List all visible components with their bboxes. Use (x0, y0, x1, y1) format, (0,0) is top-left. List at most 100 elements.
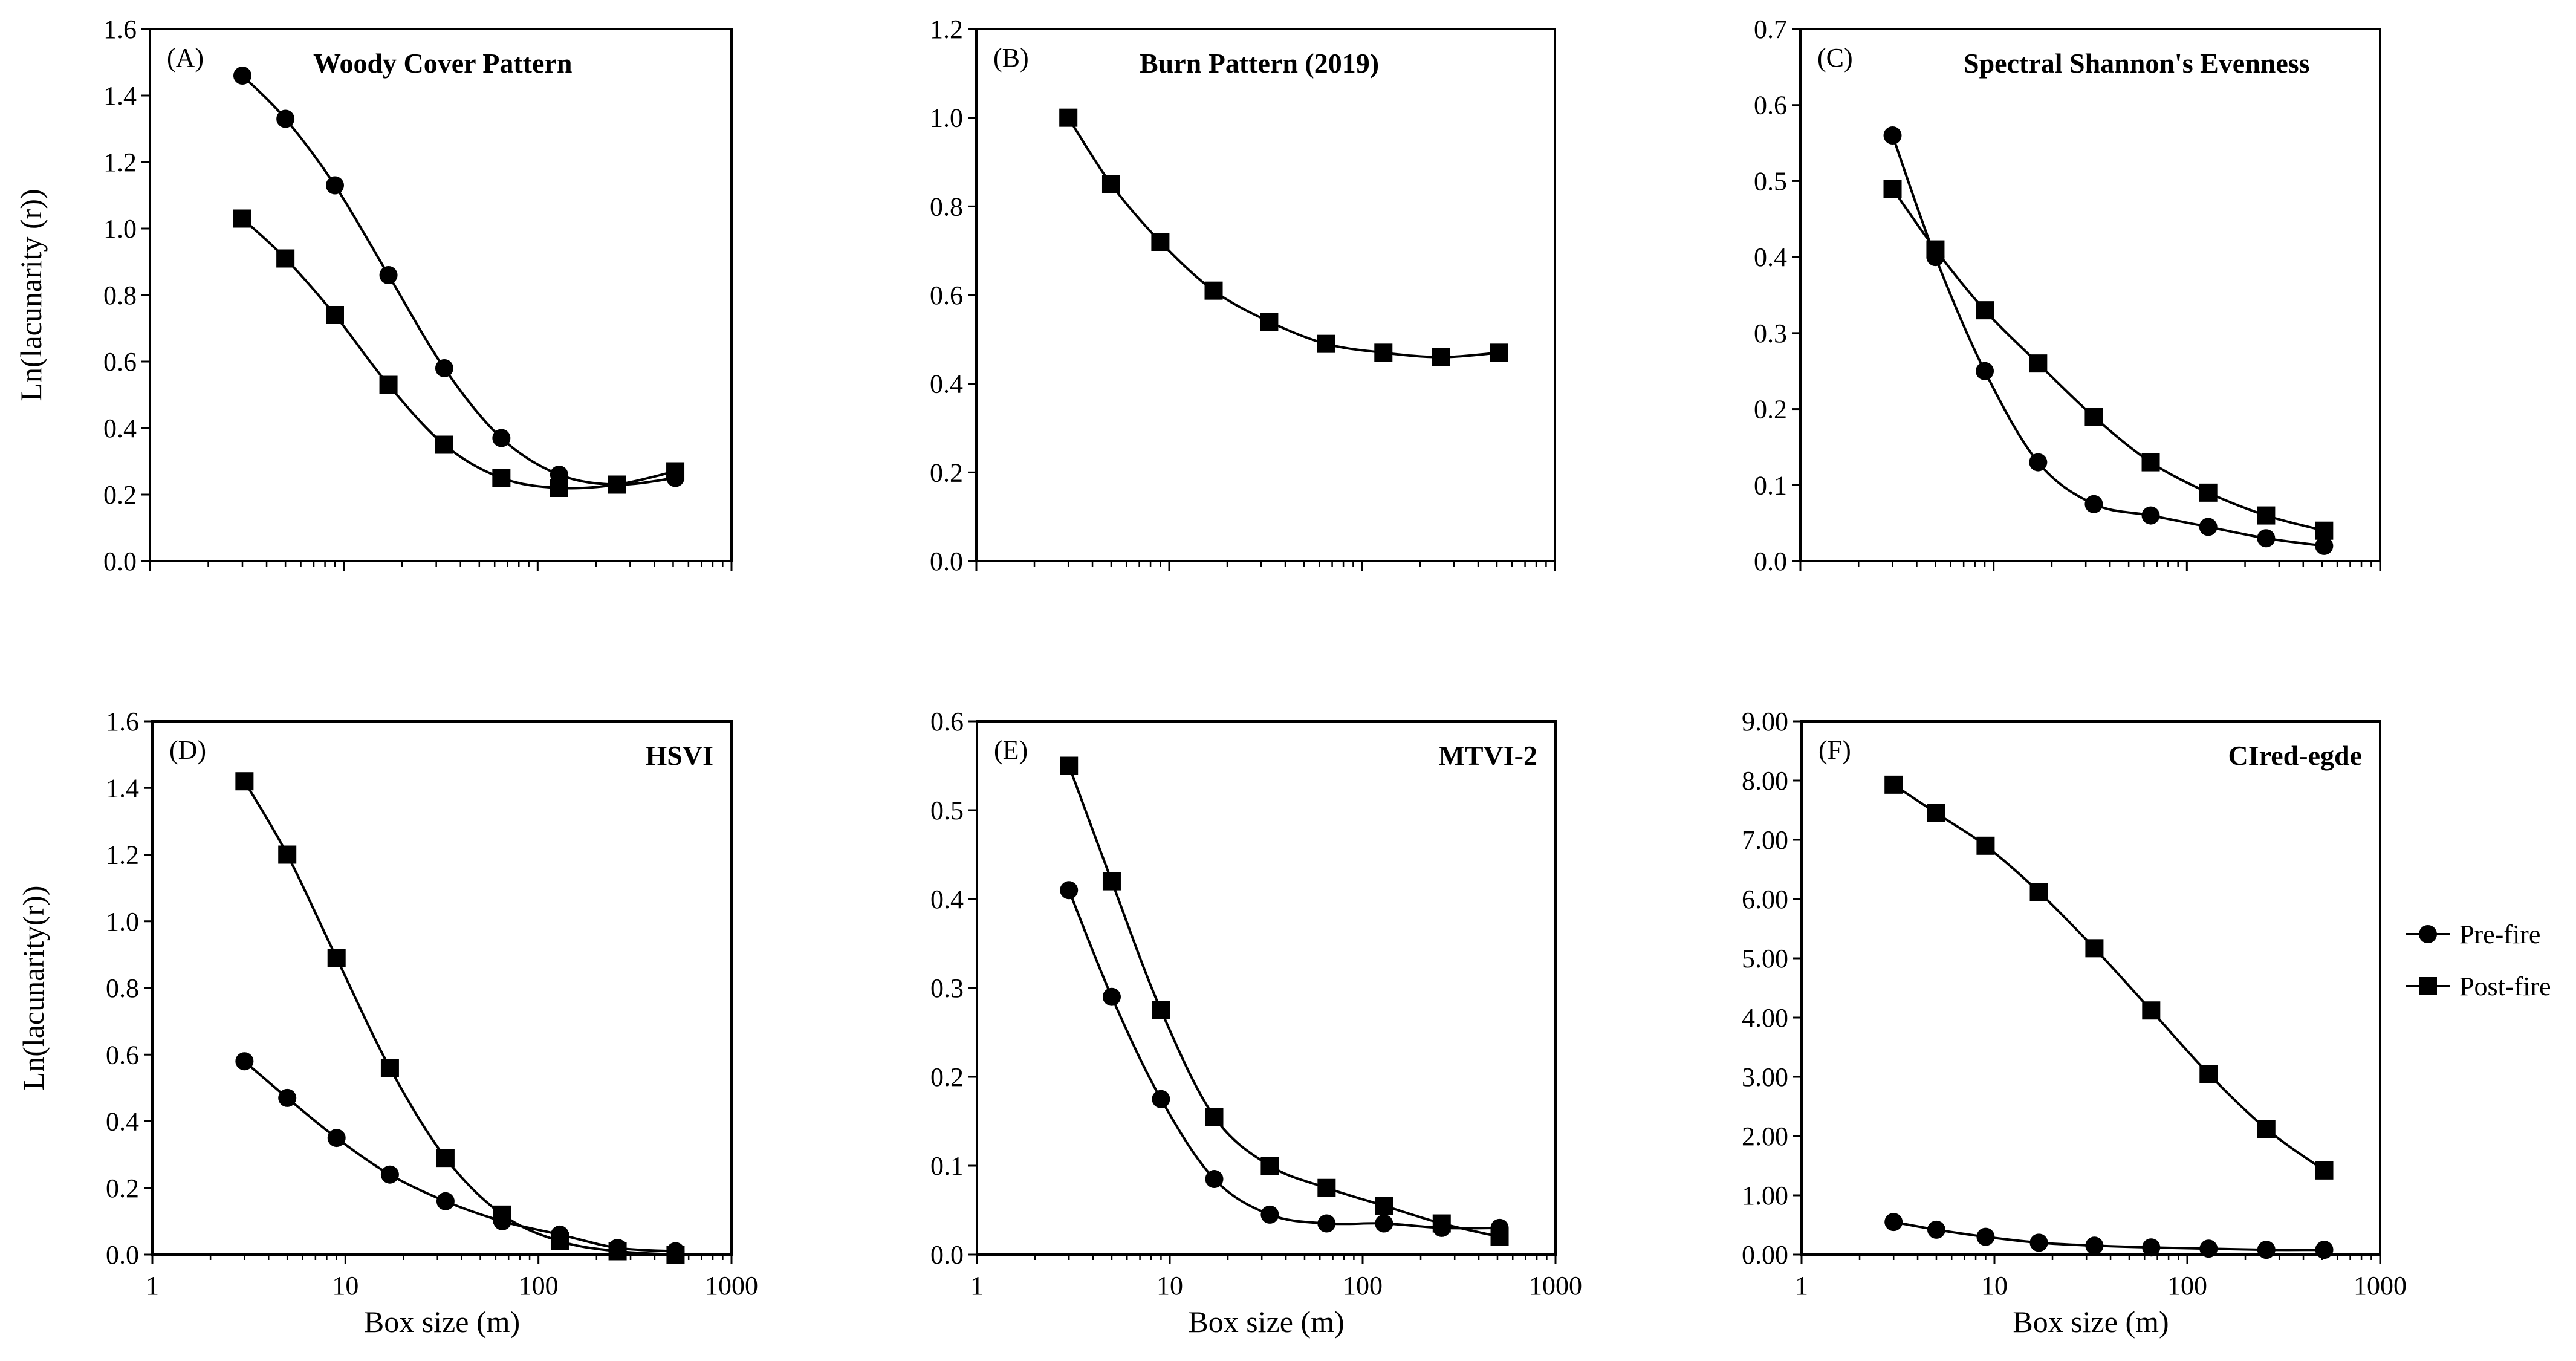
data-point-circle (278, 1088, 297, 1107)
legend: Pre-fire Post-fire (2406, 920, 2551, 1001)
x-tick-label: 1 (146, 1271, 159, 1301)
x-tick-label: 100 (519, 1271, 559, 1301)
panel-label: (F) (1818, 735, 1851, 765)
data-point-square (1317, 334, 1335, 353)
series-line (1891, 187, 2325, 532)
panel-label: (E) (994, 735, 1028, 765)
y-tick-label: 0.0 (106, 1240, 139, 1270)
y-tick-label: 0.5 (930, 796, 964, 825)
y-tick-label: 5.00 (1742, 944, 1788, 973)
y-tick-label: 7.00 (1742, 825, 1788, 855)
data-point-circle (380, 1165, 399, 1184)
series-line (241, 74, 676, 486)
data-point-square (2315, 521, 2334, 540)
data-point-square (1260, 313, 1279, 331)
data-point-square (1926, 240, 1945, 259)
data-point-square (235, 772, 254, 791)
data-point-circle (1927, 1220, 1945, 1239)
data-point-square (380, 1059, 399, 1077)
y-tick-label: 0.3 (930, 973, 964, 1003)
y-tick-label: 0.1 (930, 1151, 964, 1181)
x-tick-label: 1 (970, 1271, 984, 1301)
series-post-fire (1059, 108, 1508, 366)
data-point-circle (2142, 1238, 2161, 1257)
data-point-square (493, 1205, 511, 1224)
series-line (241, 218, 676, 490)
series-pre-fire (1060, 881, 1509, 1237)
y-tick-label: 1.2 (103, 148, 137, 177)
x-tick-label: 1000 (705, 1271, 758, 1301)
data-point-square (1060, 756, 1079, 775)
y-tick-label: 1.2 (106, 840, 139, 870)
x-axis-label: Box size (m) (2013, 1305, 2169, 1339)
y-tick-label: 0.6 (1754, 91, 1787, 120)
data-point-circle (492, 429, 511, 447)
series-pre-fire (1883, 126, 2334, 555)
y-tick-label: 2.00 (1742, 1122, 1788, 1151)
chart-panel-b: 0.0 0.2 0.4 0.6 0.8 1.0 1.2 (B) Burn Pattern (20… (930, 15, 1556, 576)
data-point-square (1059, 108, 1078, 127)
data-point-square (2084, 408, 2103, 426)
data-point-square (1152, 1001, 1170, 1019)
y-tick-label: 0.4 (1754, 242, 1787, 272)
y-tick-label: 1.00 (1742, 1181, 1788, 1210)
data-point-square (1260, 1157, 1279, 1175)
y-tick-label: 3.00 (1742, 1062, 1788, 1092)
y-tick-label: 0.6 (930, 281, 963, 310)
panel-title: Woody Cover Pattern (313, 48, 572, 79)
series-post-fire (1060, 756, 1509, 1246)
panel-label: (B) (993, 43, 1029, 73)
data-point-circle (1375, 1214, 1393, 1233)
y-tick-label: 0.0 (930, 547, 963, 576)
data-point-circle (379, 266, 398, 284)
data-point-square (1432, 1214, 1451, 1233)
data-point-square (1374, 343, 1393, 362)
y-axis-label: Ln(lacunarity (r)) (14, 189, 48, 401)
data-point-circle (2257, 1241, 2276, 1259)
data-point-square (1883, 180, 1902, 198)
x-tick-label: 10 (332, 1271, 358, 1301)
y-tick-label: 1.6 (106, 707, 139, 736)
data-point-circle (1260, 1205, 1279, 1224)
plot-frame (149, 28, 733, 562)
data-point-circle (1884, 1213, 1903, 1232)
data-point-circle (2315, 536, 2334, 555)
panel-label: (A) (167, 43, 204, 73)
data-point-square (666, 462, 685, 481)
data-point-square (1204, 281, 1223, 300)
x-tick-label: 10 (1157, 1271, 1183, 1301)
panel-title: MTVI-2 (1438, 740, 1537, 771)
data-point-square (666, 1246, 685, 1264)
data-point-circle (2029, 453, 2048, 472)
x-axis-label: Box size (m) (364, 1305, 520, 1339)
data-point-circle (1883, 126, 1902, 145)
y-tick-label: 0.8 (103, 281, 137, 310)
x-tick-label: 1000 (2354, 1271, 2407, 1301)
y-tick-label: 0.5 (1754, 166, 1787, 196)
data-point-circle (233, 67, 251, 85)
data-point-square (2199, 1065, 2218, 1083)
y-tick-label: 1.4 (106, 773, 139, 803)
data-point-square (1375, 1197, 1393, 1215)
data-point-square (2029, 354, 2048, 373)
data-point-square (2257, 506, 2276, 525)
x-tick-label: 10 (1981, 1271, 2008, 1301)
y-tick-label: 1.4 (103, 81, 137, 111)
data-point-circle (325, 176, 344, 195)
data-point-square (1432, 348, 1450, 366)
plot-frame (1800, 720, 2381, 1256)
data-point-square (1976, 301, 1994, 320)
data-point-square (1976, 836, 1995, 855)
series-pre-fire (1884, 1213, 2334, 1259)
y-tick-label: 0.00 (1742, 1240, 1788, 1270)
chart-panel-a: 0.0 0.2 0.4 0.6 0.8 1.0 1.2 1.4 1.6 Ln(lacunarity… (14, 15, 733, 576)
data-point-circle (1102, 987, 1121, 1006)
data-point-square (276, 249, 295, 268)
series-pre-fire (233, 67, 685, 494)
data-point-circle (1317, 1214, 1336, 1233)
data-point-circle (436, 1192, 455, 1210)
data-point-circle (2199, 1239, 2218, 1258)
x-tick-label: 100 (2167, 1271, 2207, 1301)
data-point-square (1205, 1108, 1224, 1126)
y-tick-label: 9.00 (1742, 707, 1788, 736)
